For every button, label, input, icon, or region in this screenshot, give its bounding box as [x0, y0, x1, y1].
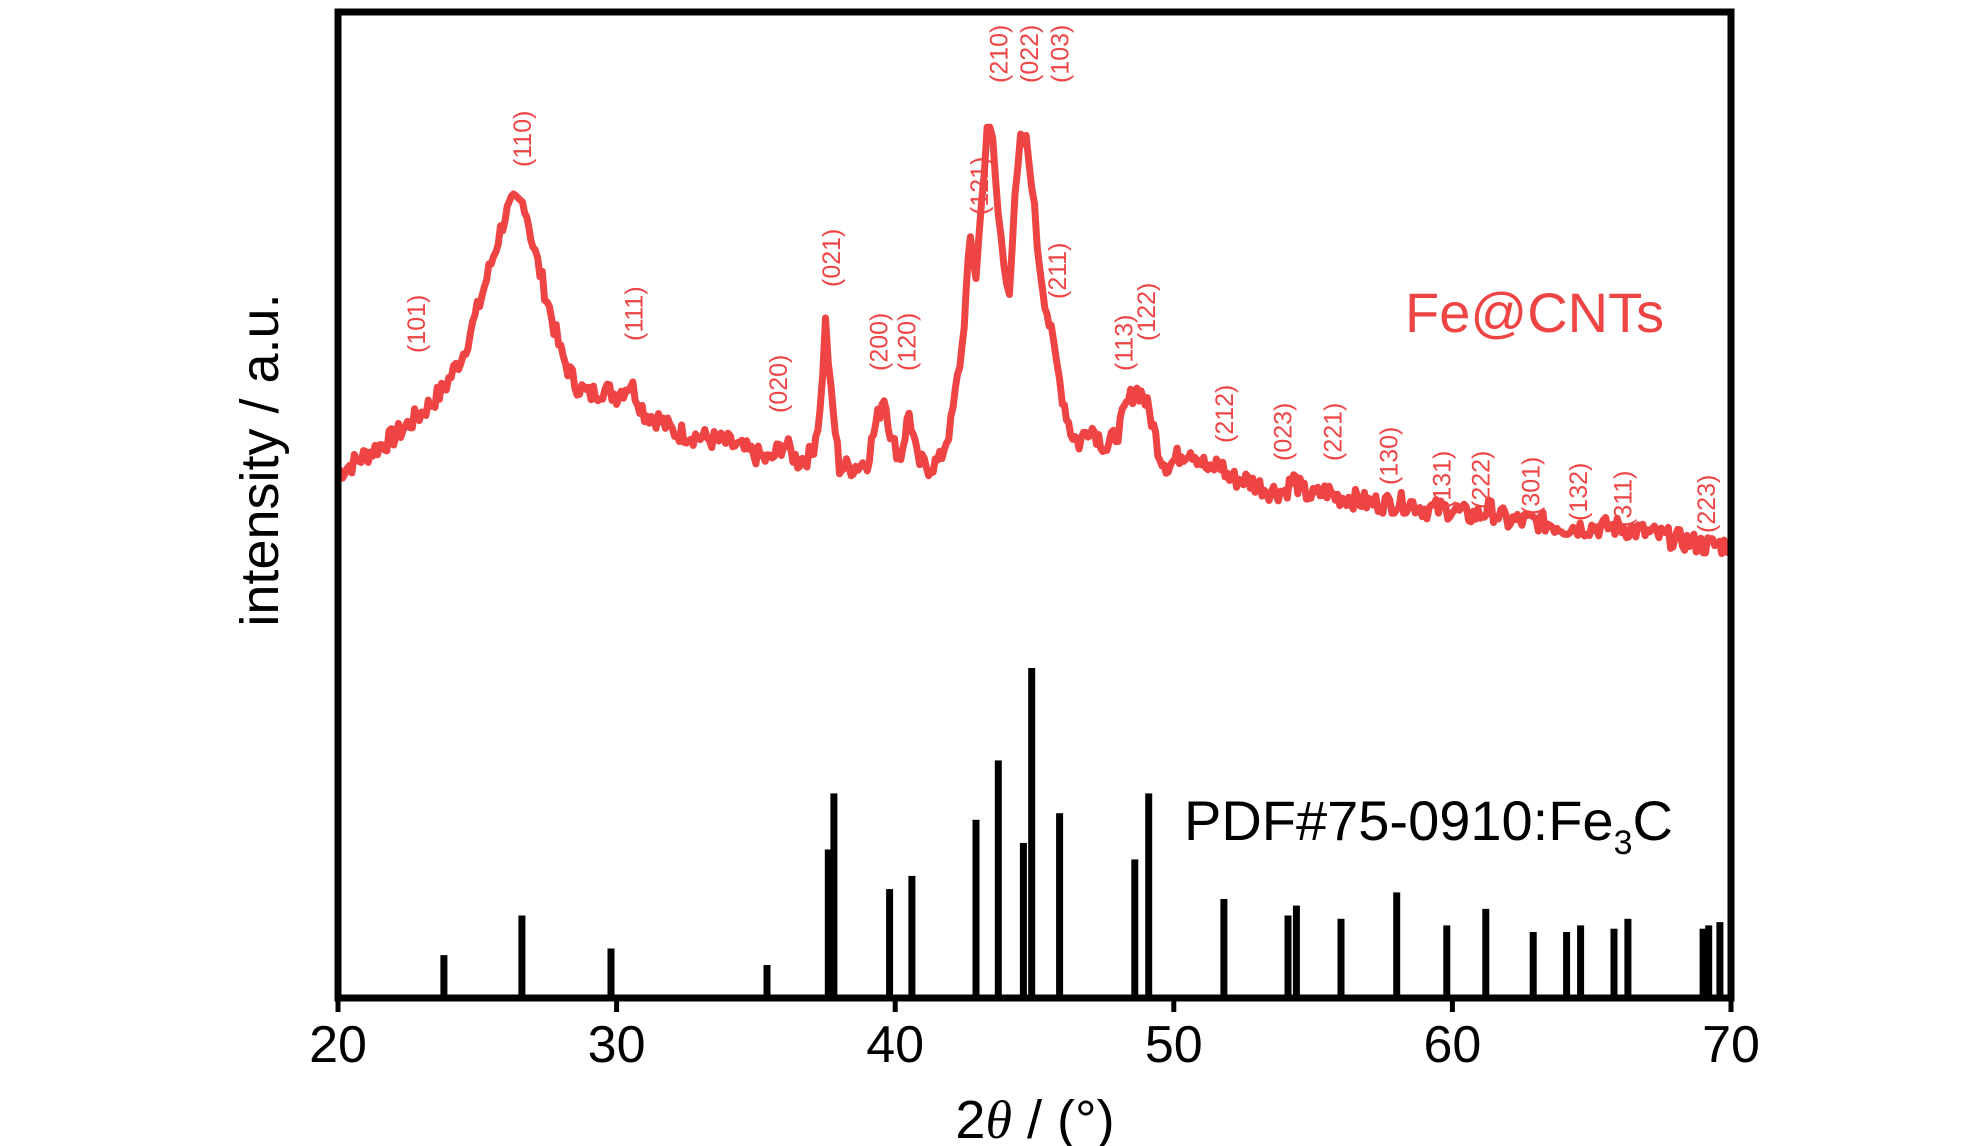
- reference-stick: [1529, 932, 1537, 998]
- x-tick-label: 20: [309, 1016, 367, 1074]
- reference-stick: [440, 955, 448, 998]
- reference-stick: [972, 819, 980, 998]
- x-axis-title: 2θ / (°): [955, 1090, 1114, 1146]
- peak-label: (211): [1044, 242, 1072, 299]
- reference-stick-group: [440, 668, 1724, 998]
- reference-stick: [1220, 899, 1228, 998]
- peak-label: (311): [1609, 470, 1637, 527]
- peak-label: (110): [509, 110, 537, 167]
- y-axis-title: intensity / a.u.: [230, 293, 290, 626]
- reference-stick: [1393, 892, 1401, 998]
- peak-label: (221): [1320, 403, 1348, 461]
- reference-stick: [1145, 793, 1153, 998]
- peak-label: (122): [1133, 283, 1161, 341]
- reference-stick: [1292, 905, 1300, 998]
- peak-label: (132): [1565, 463, 1593, 521]
- reference-stick: [830, 793, 838, 998]
- x-tick-label: 60: [1423, 1016, 1481, 1074]
- reference-stick: [1443, 925, 1451, 998]
- reference-stick: [1563, 932, 1571, 998]
- peak-label: (301): [1517, 457, 1545, 515]
- reference-stick: [1028, 668, 1036, 998]
- reference-stick: [763, 965, 771, 998]
- reference-stick: [1284, 915, 1292, 998]
- peak-label: (101): [403, 295, 431, 353]
- peak-label: (022): [1016, 25, 1044, 83]
- reference-stick: [1056, 813, 1064, 998]
- reference-stick: [994, 760, 1002, 998]
- peak-label: (130): [1375, 427, 1403, 485]
- reference-stick: [886, 889, 894, 998]
- reference-stick: [1577, 925, 1585, 998]
- x-tick-label: 40: [866, 1016, 924, 1074]
- peak-label: (103): [1047, 25, 1075, 83]
- reference-stick: [1699, 928, 1707, 998]
- x-tick-label: 30: [588, 1016, 646, 1074]
- peak-label: (223): [1693, 475, 1721, 533]
- peak-label: (121): [966, 157, 994, 215]
- reference-stick: [1610, 928, 1618, 998]
- plot-frame: [334, 8, 1735, 1002]
- peak-label: (021): [818, 229, 846, 287]
- peak-label: (200): [866, 313, 894, 371]
- series-line-fe-cnts: [334, 123, 1735, 557]
- reference-stick: [1019, 842, 1027, 998]
- x-tick-label: 50: [1145, 1016, 1203, 1074]
- peak-label: (131): [1428, 451, 1456, 509]
- peak-label: (023): [1270, 403, 1298, 461]
- reference-stick: [824, 849, 832, 998]
- series-label-fe-cnts: Fe@CNTs: [1405, 281, 1664, 344]
- peak-label: (020): [765, 355, 793, 413]
- peak-label: (120): [893, 313, 921, 371]
- reference-stick: [518, 915, 526, 998]
- peak-label: (111): [620, 286, 648, 341]
- x-tick-label-group: 20 30 40 50 60 70: [309, 1016, 1760, 1074]
- reference-stick: [908, 875, 916, 998]
- reference-label: PDF#75-0910:Fe3C: [1184, 789, 1673, 862]
- peak-label-group: (101) (110) (111) (020) (021) (200) (120) (121)…: [403, 25, 1721, 533]
- reference-stick: [1705, 925, 1713, 998]
- peak-label: (222): [1467, 451, 1495, 509]
- reference-stick: [1482, 908, 1490, 998]
- reference-stick: [1131, 859, 1139, 998]
- x-tick-group: [335, 998, 1734, 1012]
- x-tick-label: 70: [1702, 1016, 1760, 1074]
- peak-label: (210): [985, 25, 1013, 83]
- reference-stick: [1624, 918, 1632, 998]
- reference-stick: [607, 948, 615, 998]
- peak-label: (113): [1111, 314, 1139, 371]
- peak-label: (212): [1211, 385, 1239, 443]
- reference-stick: [1716, 922, 1724, 998]
- reference-stick: [1337, 918, 1345, 998]
